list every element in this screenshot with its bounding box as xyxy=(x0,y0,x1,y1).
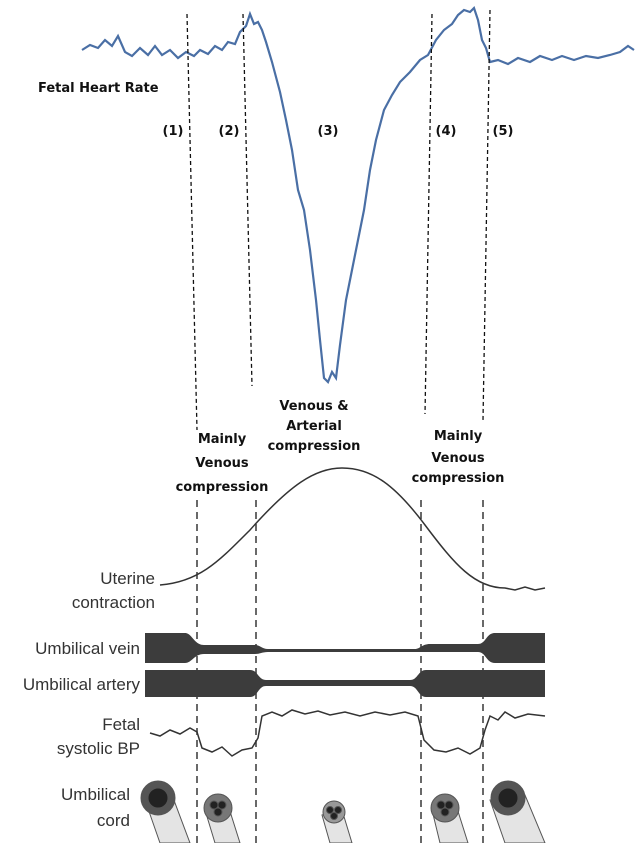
compression-label: Mainly xyxy=(434,429,483,444)
compression-label: compression xyxy=(268,439,361,454)
phase-divider xyxy=(186,13,198,431)
compression-label: Arterial xyxy=(286,419,342,434)
phase-label: (4) xyxy=(436,124,457,139)
compression-label: compression xyxy=(176,480,269,495)
umbilical-vein xyxy=(145,633,545,663)
row-label: Umbilical xyxy=(61,785,130,804)
row-label: systolic BP xyxy=(57,739,140,758)
phase-label: (3) xyxy=(318,124,339,139)
compression-label: Mainly xyxy=(198,432,247,447)
phase-divider xyxy=(242,13,253,387)
bp-trace xyxy=(149,709,546,757)
phase-label: (2) xyxy=(219,124,240,139)
compression-label: compression xyxy=(412,471,505,486)
compression-label: Venous xyxy=(195,456,249,471)
uterine-curve xyxy=(159,467,546,591)
phase-divider xyxy=(424,13,433,415)
row-label: Umbilical vein xyxy=(35,639,140,658)
phase-label: (5) xyxy=(493,124,514,139)
phase-divider xyxy=(482,9,491,421)
compression-label: Venous & xyxy=(279,399,348,414)
heart-rate-trace xyxy=(81,5,635,384)
phase-label: (1) xyxy=(163,124,184,139)
compression-label: Venous xyxy=(431,451,485,466)
row-label: contraction xyxy=(72,593,155,612)
cord-icons xyxy=(140,780,546,843)
heart-rate-label: Fetal Heart Rate xyxy=(38,81,159,96)
row-label: Uterine xyxy=(100,569,155,588)
row-label: Umbilical artery xyxy=(23,675,141,694)
umbilical-artery xyxy=(145,670,545,697)
row-label: Fetal xyxy=(102,715,140,734)
row-label: cord xyxy=(97,811,130,830)
